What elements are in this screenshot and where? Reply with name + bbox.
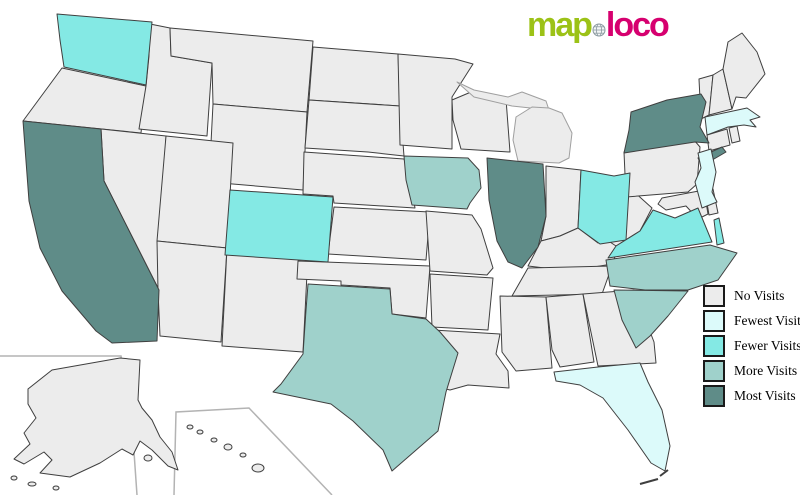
state-virginia bbox=[607, 207, 713, 259]
state-rhode-island bbox=[728, 125, 741, 144]
legend-item-more-visits: More Visits bbox=[703, 359, 800, 382]
hawaii-inset-border bbox=[173, 407, 333, 495]
state-alaska bbox=[13, 357, 179, 478]
state-oklahoma bbox=[296, 260, 431, 319]
state-utah bbox=[156, 135, 234, 249]
state-north-dakota bbox=[308, 46, 401, 107]
florida-keys bbox=[639, 469, 669, 485]
legend-item-most-visits: Most Visits bbox=[703, 384, 800, 407]
state-michigan bbox=[512, 106, 573, 164]
state-new-mexico bbox=[221, 247, 309, 353]
visits-legend: No Visits Fewest Visits Fewer Visits Mor… bbox=[703, 284, 800, 410]
state-colorado bbox=[224, 189, 334, 263]
state-maine bbox=[722, 32, 766, 110]
legend-label-no-visits: No Visits bbox=[734, 287, 785, 303]
state-washington bbox=[56, 13, 153, 86]
legend-swatch-fewer-visits bbox=[703, 334, 725, 357]
state-iowa bbox=[403, 155, 482, 210]
state-missouri bbox=[425, 210, 494, 276]
hawaii-islands bbox=[186, 424, 265, 473]
legend-swatch-more-visits bbox=[703, 359, 725, 382]
legend-swatch-most-visits bbox=[703, 384, 725, 407]
legend-swatch-no-visits bbox=[703, 284, 725, 307]
legend-item-no-visits: No Visits bbox=[703, 284, 800, 307]
state-alabama bbox=[545, 293, 595, 368]
aleutian-islands bbox=[10, 454, 153, 491]
maploco-logo[interactable]: map loco bbox=[527, 6, 670, 46]
state-arkansas bbox=[429, 273, 494, 331]
legend-label-most-visits: Most Visits bbox=[734, 387, 796, 403]
state-new-jersey bbox=[694, 148, 718, 209]
state-texas bbox=[272, 283, 459, 472]
legend-label-more-visits: More Visits bbox=[734, 362, 798, 378]
state-minnesota bbox=[397, 53, 474, 150]
state-florida bbox=[553, 362, 671, 472]
state-south-carolina bbox=[613, 289, 689, 349]
state-illinois bbox=[486, 157, 547, 269]
state-michigan-upper bbox=[456, 81, 550, 111]
legend-label-fewest-visits: Fewest Visits bbox=[734, 312, 800, 328]
state-kansas bbox=[327, 206, 431, 261]
state-virginia-eastern-shore bbox=[713, 217, 725, 246]
logo-loco-text: loco bbox=[605, 6, 670, 44]
state-south-dakota bbox=[304, 99, 405, 157]
state-ohio bbox=[577, 169, 631, 245]
state-new-york bbox=[623, 93, 710, 154]
state-arizona bbox=[156, 240, 228, 343]
legend-swatch-fewest-visits bbox=[703, 309, 725, 332]
state-california bbox=[22, 120, 160, 344]
legend-item-fewer-visits: Fewer Visits bbox=[703, 334, 800, 357]
globe-icon bbox=[592, 7, 606, 46]
logo-map-text: map bbox=[527, 6, 593, 44]
state-mississippi bbox=[499, 295, 553, 372]
legend-label-fewer-visits: Fewer Visits bbox=[734, 337, 800, 353]
state-massachusetts bbox=[704, 107, 761, 136]
legend-item-fewest-visits: Fewest Visits bbox=[703, 309, 800, 332]
state-tennessee bbox=[511, 265, 613, 297]
state-connecticut bbox=[706, 128, 731, 152]
